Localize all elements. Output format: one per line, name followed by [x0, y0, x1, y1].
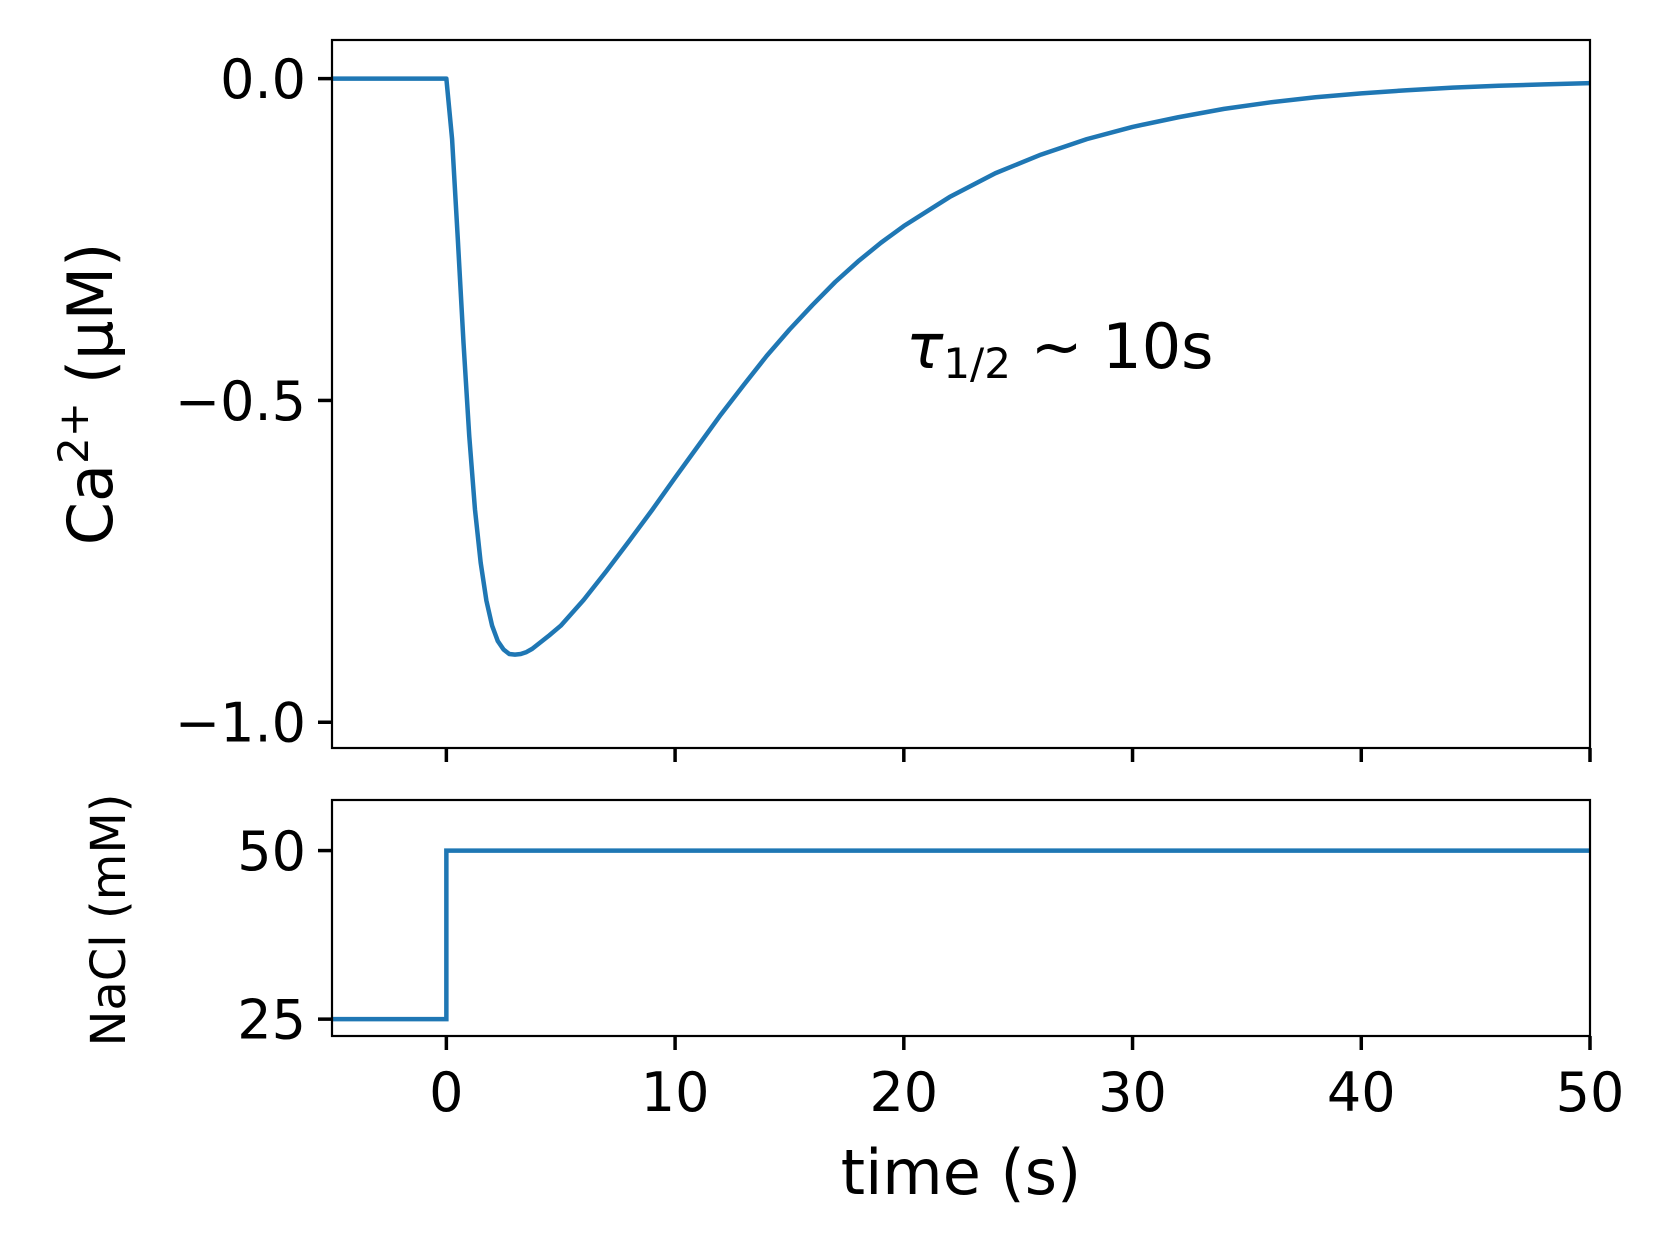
- bottom-xtick-label: 20: [869, 1061, 938, 1124]
- bottom-ylabel: NaCl (mM): [81, 793, 137, 1046]
- bottom-xtick-labels: 0 10 20 30 40 50: [429, 1061, 1624, 1124]
- top-ytick-label: −1.0: [175, 692, 306, 755]
- top-ytick-label: −0.5: [175, 370, 306, 433]
- top-ytick-marks: [318, 76, 332, 725]
- x-axis-label: time (s): [841, 1136, 1081, 1209]
- top-panel: 0.0 −0.5 −1.0 Ca2+(μM) τ1/2 ~ 10s: [49, 38, 1592, 762]
- bottom-panel: 50 25 0 10 20 30 40 50 NaCl (mM) time (s): [81, 793, 1624, 1209]
- bottom-xtick-marks: [444, 1036, 1592, 1050]
- bottom-ytick-label: 50: [237, 820, 306, 883]
- top-axes-frame: [330, 38, 1592, 750]
- bottom-ytick-label: 25: [237, 989, 306, 1052]
- top-xtick-marks: [444, 748, 1592, 762]
- bottom-xtick-label: 30: [1098, 1061, 1167, 1124]
- bottom-axes-frame: [330, 798, 1592, 1038]
- bottom-xtick-label: 50: [1556, 1061, 1625, 1124]
- calcium-trace-line: [332, 76, 1591, 657]
- bottom-xtick-label: 0: [429, 1061, 463, 1124]
- bottom-xtick-label: 10: [641, 1061, 710, 1124]
- top-ytick-label: 0.0: [220, 48, 306, 111]
- bottom-ytick-marks: [318, 848, 332, 1021]
- top-ytick-labels: 0.0 −0.5 −1.0: [175, 48, 306, 755]
- bottom-xtick-label: 40: [1327, 1061, 1396, 1124]
- tau-annotation: τ1/2 ~ 10s: [906, 310, 1213, 388]
- top-ylabel: Ca2+(μM): [49, 243, 127, 546]
- bottom-ytick-labels: 50 25: [237, 820, 306, 1052]
- nacl-step-line: [332, 848, 1590, 1022]
